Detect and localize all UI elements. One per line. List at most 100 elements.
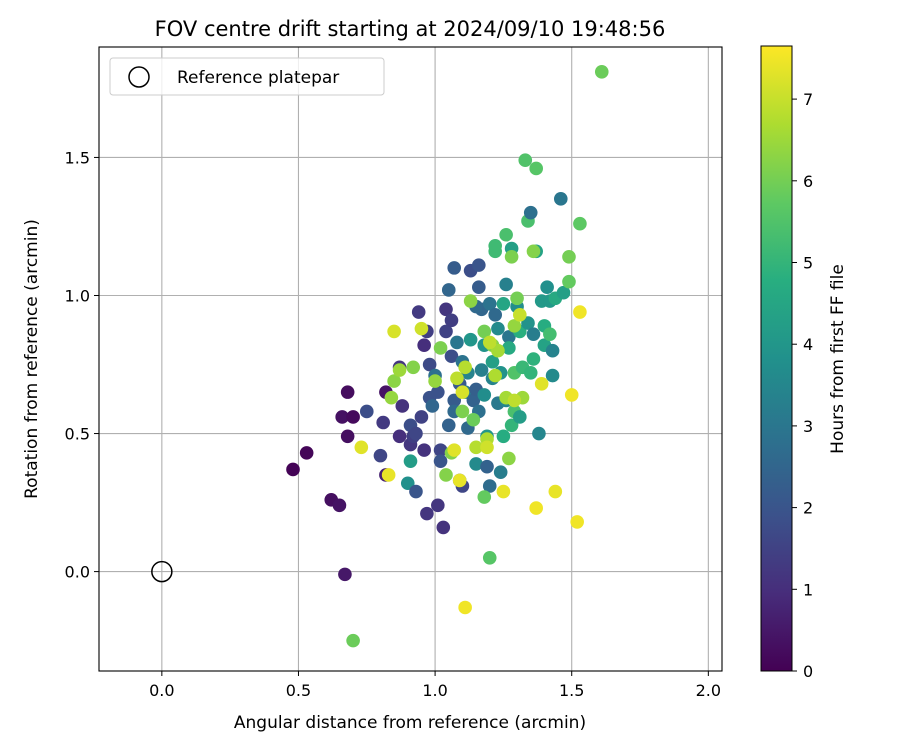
data-point	[507, 393, 522, 408]
data-point	[477, 324, 492, 339]
data-point	[529, 161, 543, 176]
data-point	[444, 313, 459, 328]
data-point	[455, 385, 470, 399]
data-point	[488, 368, 503, 383]
plot-frame	[98, 46, 723, 672]
data-point	[502, 341, 516, 355]
data-point	[436, 520, 451, 535]
data-point	[491, 321, 505, 336]
data-point	[512, 410, 527, 424]
data-point	[469, 440, 483, 455]
y-tick-label: 1.0	[65, 286, 90, 305]
data-point	[496, 296, 511, 311]
data-point	[338, 567, 352, 582]
data-point	[409, 484, 423, 499]
data-point	[491, 343, 505, 358]
data-point	[526, 244, 541, 259]
data-point	[562, 250, 576, 264]
colorbar-tick-label: 0	[803, 662, 813, 681]
reference-marker	[151, 560, 173, 583]
data-point	[376, 415, 390, 430]
data-point	[474, 363, 489, 377]
data-point	[564, 388, 579, 402]
data-point	[496, 484, 511, 499]
data-point	[406, 360, 421, 375]
reference-point	[151, 560, 173, 583]
colorbar: 0 1 2 3 4 5 6 7 Hours from first FF file	[760, 45, 848, 681]
data-point	[346, 633, 360, 648]
y-tick-label: 0.5	[65, 425, 90, 444]
data-point	[286, 462, 300, 477]
x-axis-label: Angular distance from reference (arcmin)	[234, 713, 586, 733]
data-point	[556, 285, 571, 300]
data-point	[477, 490, 492, 504]
data-point	[502, 451, 516, 466]
data-point	[346, 410, 360, 424]
data-point	[395, 399, 410, 413]
data-point	[507, 319, 522, 333]
data-point	[441, 418, 456, 433]
legend-open-circle-icon	[128, 66, 150, 88]
colorbar-gradient	[760, 45, 793, 672]
data-point	[485, 354, 500, 369]
data-point	[458, 600, 472, 615]
data-point	[545, 343, 560, 358]
data-point	[477, 388, 492, 402]
y-tick-label: 1.5	[65, 148, 90, 167]
legend: Reference platepar	[109, 57, 385, 96]
data-point	[496, 429, 511, 444]
x-tick-label: 0.5	[286, 681, 311, 700]
data-point	[373, 448, 388, 463]
data-point	[526, 352, 541, 366]
data-point	[534, 377, 549, 391]
data-point	[425, 399, 440, 413]
colorbar-tick-label: 1	[803, 580, 813, 599]
data-point	[463, 332, 478, 347]
data-point	[433, 443, 448, 457]
legend-label-reference-platepar: Reference platepar	[177, 68, 339, 88]
data-point	[573, 216, 587, 231]
data-point	[417, 443, 431, 457]
data-point	[431, 385, 445, 399]
data-point	[409, 426, 423, 441]
y-axis-label: Rotation from reference (arcmin)	[22, 219, 42, 499]
data-point	[299, 446, 314, 460]
plot-background	[99, 47, 722, 671]
data-point	[518, 153, 533, 168]
data-point	[447, 443, 462, 457]
data-point	[469, 457, 483, 471]
data-point	[512, 308, 527, 322]
data-point	[387, 324, 401, 339]
data-point	[502, 330, 516, 344]
data-point	[472, 280, 486, 295]
data-point	[526, 327, 541, 341]
colorbar-tick-label: 6	[803, 172, 813, 191]
data-point	[482, 335, 497, 350]
x-tick-label: 1.5	[559, 681, 584, 700]
data-point	[499, 277, 513, 292]
data-point	[439, 324, 453, 339]
data-point	[447, 393, 462, 408]
data-point	[411, 305, 426, 319]
data-point	[523, 366, 538, 380]
data-point	[543, 327, 557, 341]
data-point	[340, 429, 355, 444]
data-point	[529, 501, 543, 515]
data-point	[392, 363, 407, 377]
grid	[99, 47, 722, 671]
y-axis-ticks: 0.0 0.5 1.0 1.5	[65, 148, 99, 582]
x-axis-ticks: 0.0 0.5 1.0 1.5 2.0	[149, 671, 721, 700]
data-point	[332, 498, 347, 513]
data-point	[422, 357, 437, 372]
data-point	[359, 404, 374, 419]
data-point	[381, 468, 396, 482]
data-point	[532, 426, 546, 441]
data-point	[433, 454, 448, 468]
data-point	[439, 302, 453, 317]
data-point	[414, 321, 429, 336]
data-point	[573, 305, 587, 319]
data-point	[562, 274, 576, 289]
x-tick-label: 0.0	[149, 681, 174, 700]
data-point	[466, 412, 481, 427]
